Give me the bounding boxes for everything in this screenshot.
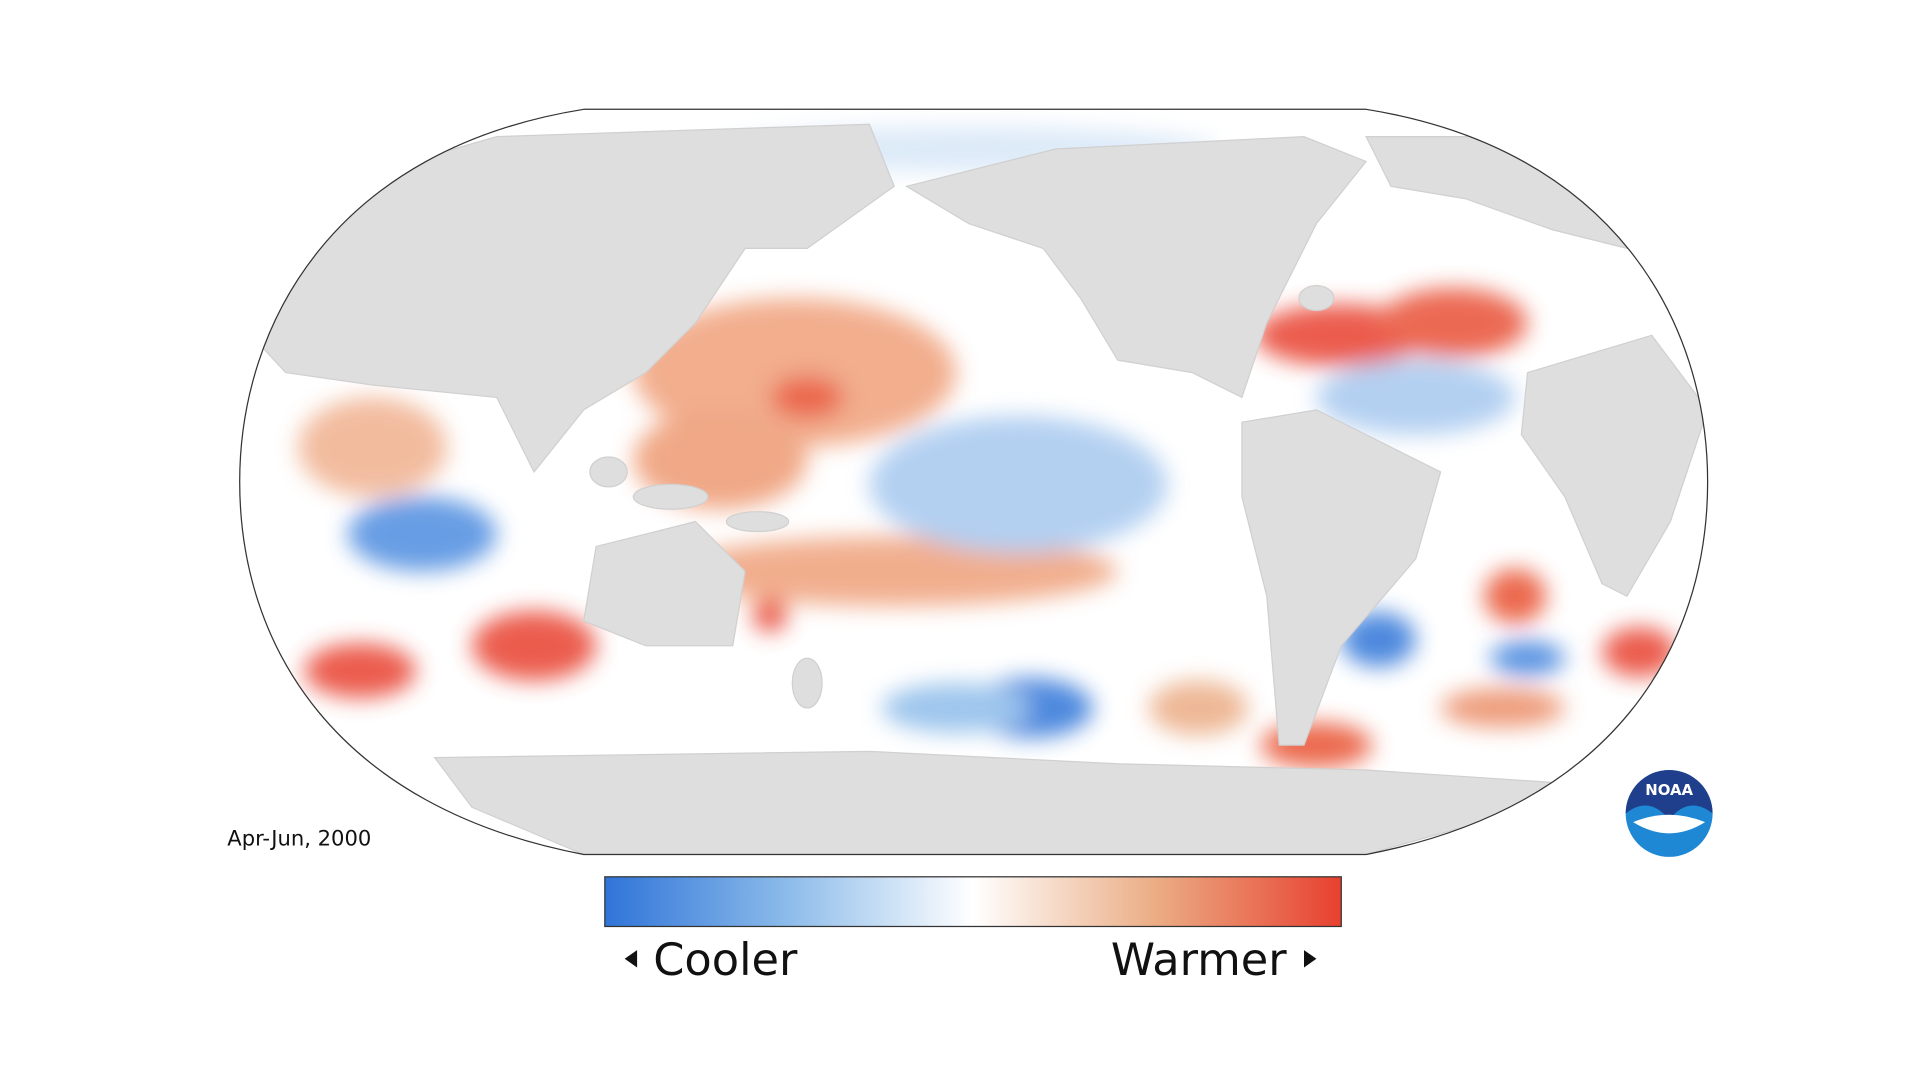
land — [239, 123, 1708, 855]
logo-text: NOAA — [1645, 781, 1693, 799]
warmer-label: Warmer — [1111, 934, 1287, 986]
map-outline — [239, 108, 1709, 856]
map-body — [239, 109, 1708, 855]
noaa-logo: NOAA — [1625, 770, 1713, 857]
colorbar — [604, 876, 1342, 928]
period-label: Apr-Jun, 2000 — [227, 826, 371, 851]
warmer-arrow — [1304, 950, 1317, 968]
cooler-arrow — [624, 950, 638, 968]
cooler-label: Cooler — [653, 934, 798, 986]
